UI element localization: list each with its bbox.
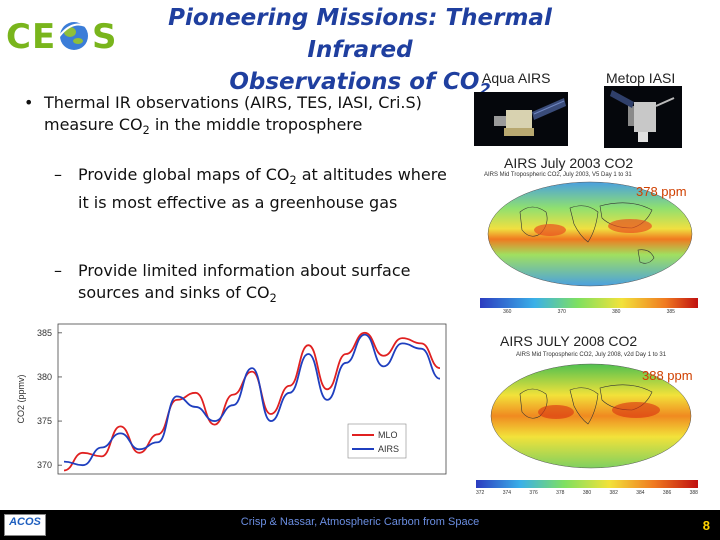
map1-graphic	[480, 181, 698, 308]
aqua-label: Aqua AIRS	[482, 70, 551, 86]
map2-scale-tick: 386	[662, 490, 672, 496]
legend-label: AIRS	[378, 444, 399, 454]
y-axis-label: CO2 (ppmv)	[16, 374, 26, 423]
y-tick-label: 380	[37, 372, 52, 382]
slide-title: Pioneering Missions: Thermal Infrared Ob…	[120, 2, 600, 106]
map2-scale-tick: 380	[582, 490, 592, 496]
svg-text:C: C	[6, 17, 31, 57]
sub-bullet-1: – Provide global maps of CO2 at altitude…	[54, 164, 454, 214]
title-line-1: Pioneering Missions: Thermal Infrared	[168, 5, 552, 63]
chart-svg: 370 375 380 385 CO2 (ppmv) MLO AIRS	[16, 323, 447, 475]
map2-caption: AIRS JULY 2008 CO2	[500, 333, 638, 349]
acos-logo-box	[4, 514, 46, 536]
map1-panel: AIRS Mid Tropospheric CO2, July 2003, V5…	[480, 172, 698, 320]
map1-header: AIRS Mid Tropospheric CO2, July 2003, V5…	[484, 172, 632, 178]
footer-credit: Crisp & Nassar, Atmospheric Carbon from …	[240, 516, 480, 528]
acos-logo-text: ACOS	[9, 516, 41, 528]
title-subscript: 2	[479, 79, 491, 99]
map2-scale-tick: 374	[502, 490, 512, 496]
series-line-mlo	[63, 331, 441, 472]
bullet-main: • Thermal IR observations (AIRS, TES, IA…	[24, 92, 444, 142]
legend-box	[347, 423, 407, 459]
bullet-main-text: Thermal IR observations (AIRS, TES, IASI…	[44, 92, 444, 142]
series-line-airs	[63, 333, 441, 467]
map1-scale-tick: 370	[557, 309, 566, 315]
bullet-main-b: measure CO	[44, 115, 143, 134]
map1-scale-tick: 380	[612, 309, 621, 315]
footer-bar	[0, 510, 720, 540]
title-line-2: Observations of CO	[229, 69, 480, 95]
map2-scale-tick: 384	[636, 490, 645, 496]
bullet-main-a: Thermal IR observations (AIRS, TES, IASI…	[44, 93, 422, 112]
map1-scale-tick: 385	[666, 309, 675, 315]
map1-scale-labels: 360 370 380 385	[480, 309, 698, 315]
metop-label: Metop IASI	[606, 70, 676, 86]
map2-scale-labels: 372 374 376 378 380 382 384 386 388	[476, 490, 698, 496]
aqua-satellite-image	[474, 92, 568, 146]
map2-scale-tick: 372	[476, 490, 485, 496]
sub-bullet-1-text: Provide global maps of CO2 at altitudes …	[78, 164, 454, 214]
map2-scale-tick: 382	[609, 490, 618, 496]
map2-graphic	[476, 363, 698, 488]
y-tick-label: 385	[37, 328, 52, 338]
sub1-sub: 2	[289, 174, 297, 188]
bullet-main-c: in the middle troposphere	[149, 115, 363, 134]
map1-scale-tick: 360	[503, 309, 512, 315]
svg-text:S: S	[92, 17, 117, 57]
map1-caption: AIRS July 2003 CO2	[504, 155, 634, 171]
dash-2: –	[54, 261, 62, 280]
map1-ppm: 378 ppm	[636, 184, 687, 199]
legend-label: MLO	[378, 430, 398, 440]
sub2-a: Provide limited information about surfac…	[78, 261, 411, 302]
map2-ppm: 388 ppm	[642, 368, 693, 383]
sub1-b: at altitudes where it is most effective …	[78, 165, 447, 213]
aqua-satellite-icon	[474, 92, 568, 146]
map2-header: AIRS Mid Tropospheric CO2, July 2008, v2…	[516, 352, 667, 358]
metop-satellite-image	[604, 86, 682, 148]
sub2-sub: 2	[269, 292, 277, 306]
sub-bullet-2-text: Provide limited information about surfac…	[78, 260, 454, 310]
bullet-dot: •	[24, 93, 34, 112]
metop-satellite-icon	[604, 86, 682, 148]
svg-text:E: E	[32, 17, 55, 57]
sub-bullet-2: – Provide limited information about surf…	[54, 260, 454, 310]
page-number: 8	[702, 518, 710, 533]
y-tick-label: 370	[37, 460, 52, 470]
map2-panel: AIRS Mid Tropospheric CO2, July 2008, v2…	[476, 352, 698, 500]
map2-scale-tick: 376	[529, 490, 538, 496]
map2-scale-tick: 388	[689, 490, 698, 496]
co2-line-chart: 370 375 380 385 CO2 (ppmv) MLO AIRS	[12, 318, 454, 508]
sub1-a: Provide global maps of CO	[78, 165, 290, 184]
y-tick-label: 375	[37, 416, 52, 426]
ceos-logo-graphic: C E S	[6, 17, 117, 57]
dash-1: –	[54, 165, 62, 184]
ceos-logo: C E S	[6, 8, 118, 60]
map2-scale-tick: 378	[556, 490, 565, 496]
bullet-main-sub: 2	[142, 124, 150, 138]
